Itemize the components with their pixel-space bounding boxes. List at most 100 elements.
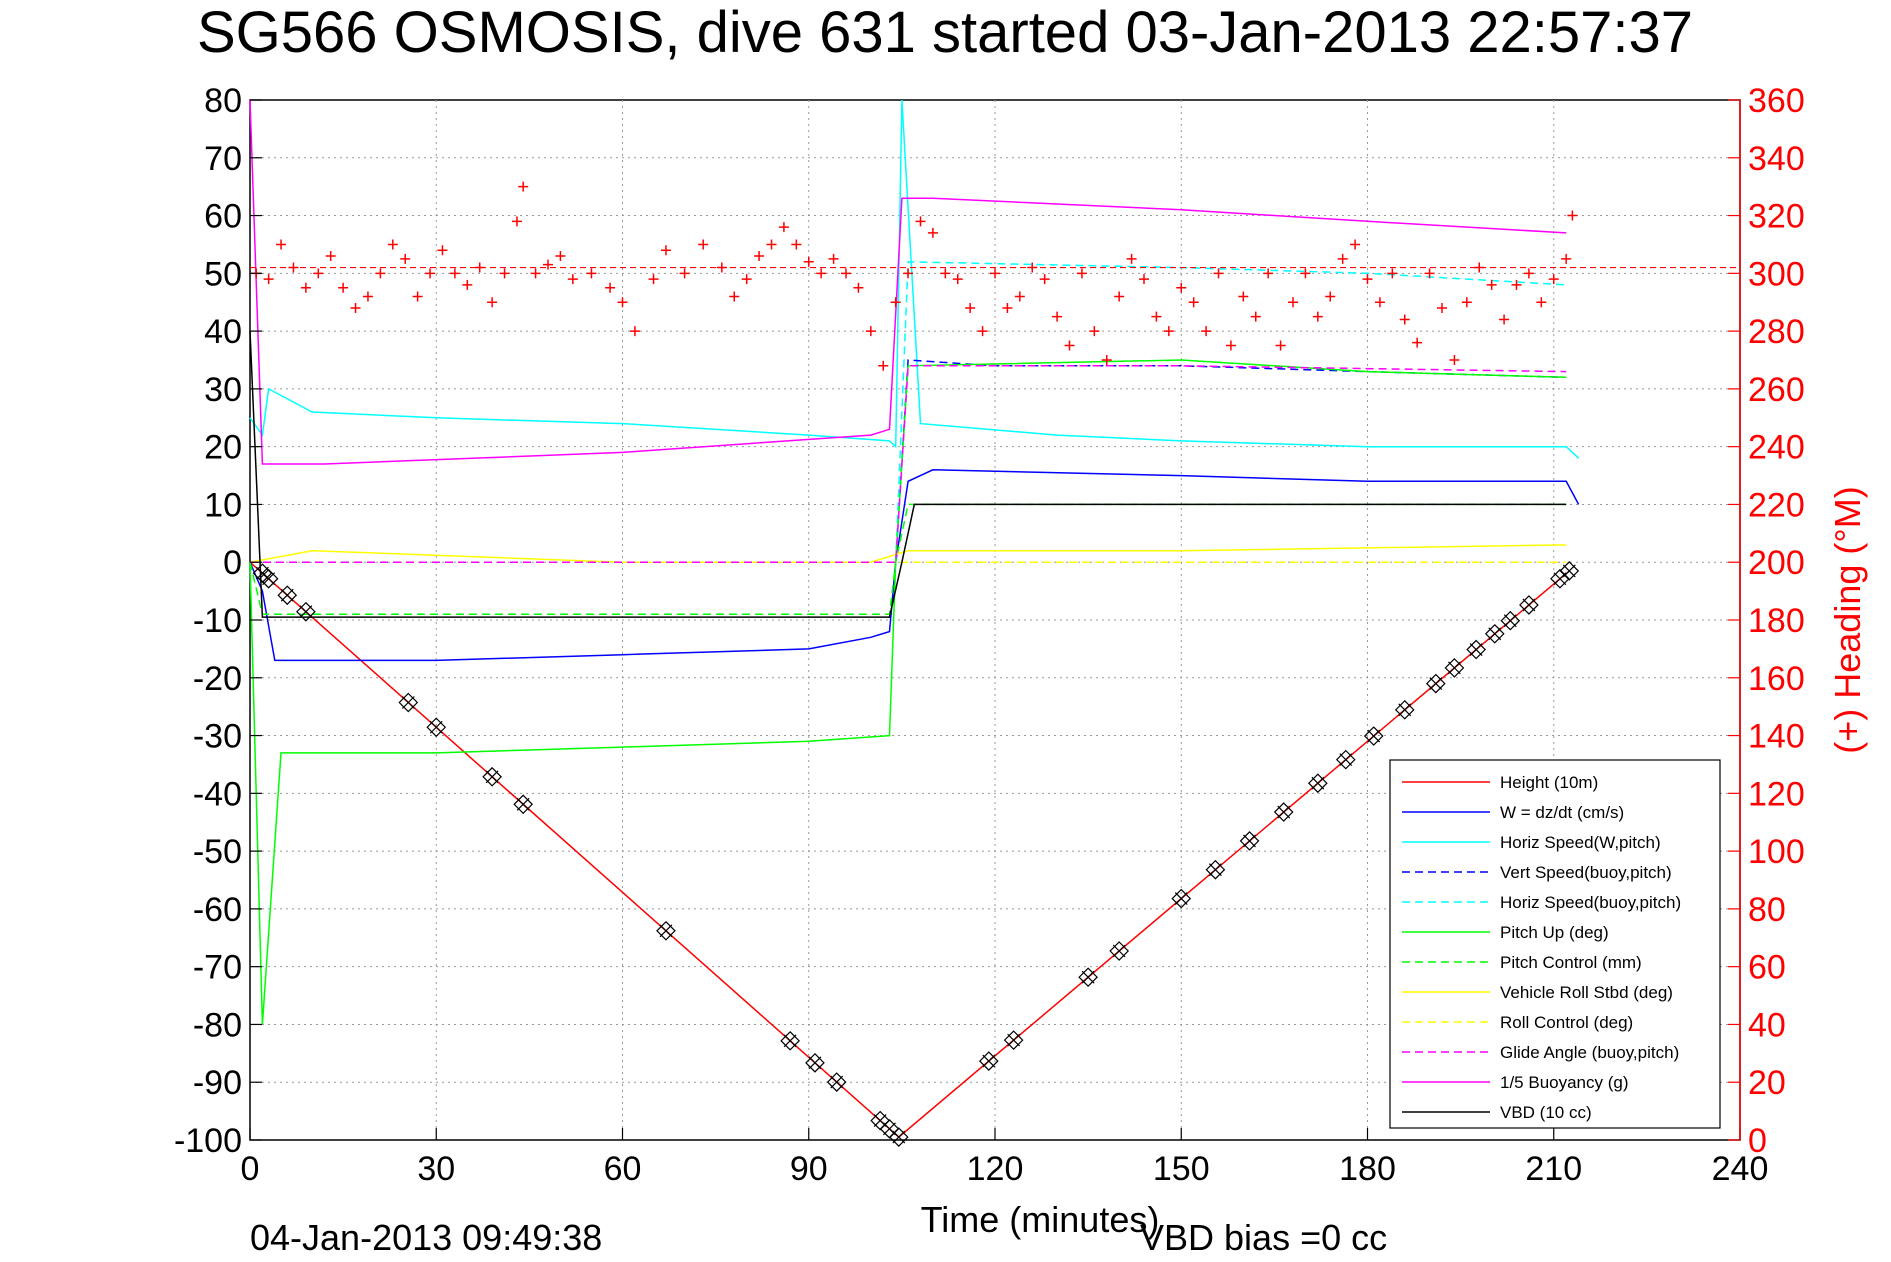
heading-point bbox=[362, 291, 373, 302]
series-line-10 bbox=[249, 99, 1567, 465]
heading-point bbox=[778, 222, 789, 233]
depth-marker bbox=[1307, 773, 1328, 794]
heading-point bbox=[940, 268, 951, 279]
heading-point bbox=[1064, 340, 1075, 351]
depth-marker bbox=[780, 1030, 800, 1051]
depth-marker bbox=[1109, 941, 1130, 961]
heading-point bbox=[1523, 268, 1534, 279]
depth-marker bbox=[1484, 623, 1505, 644]
heading-point bbox=[1250, 311, 1261, 322]
left-tick-label: -30 bbox=[193, 718, 242, 756]
heading-point bbox=[1511, 279, 1522, 290]
heading-point bbox=[1461, 297, 1472, 308]
heading-point bbox=[555, 251, 566, 261]
heading-point bbox=[1039, 274, 1050, 285]
left-tick-label: 40 bbox=[204, 313, 242, 351]
heading-point bbox=[437, 245, 448, 256]
right-tick-label: 280 bbox=[1748, 313, 1805, 351]
left-tick-label: -80 bbox=[193, 1006, 242, 1044]
right-tick-label: 140 bbox=[1748, 718, 1805, 756]
heading-point bbox=[1412, 337, 1423, 348]
x-tick-label: 210 bbox=[1525, 1150, 1582, 1188]
heading-point bbox=[1213, 268, 1224, 279]
x-tick-label: 120 bbox=[967, 1150, 1024, 1188]
heading-markers bbox=[250, 181, 1740, 371]
heading-point bbox=[530, 268, 541, 279]
right-tick-label: 220 bbox=[1748, 486, 1805, 524]
right-tick-label: 80 bbox=[1748, 891, 1786, 929]
left-tick-label: 50 bbox=[204, 255, 242, 293]
depth-marker bbox=[1519, 595, 1539, 615]
heading-point bbox=[853, 282, 864, 293]
depth-marker bbox=[1205, 859, 1226, 880]
right-tick-label: 180 bbox=[1748, 602, 1805, 640]
heading-point bbox=[828, 253, 839, 264]
footer-vbd-bias: VBD bias =0 cc bbox=[1140, 1217, 1387, 1258]
heading-point bbox=[1275, 340, 1286, 351]
depth-marker bbox=[1466, 639, 1486, 660]
series-line-5 bbox=[249, 359, 1567, 1025]
depth-marker bbox=[1003, 1030, 1024, 1050]
right-tick-label: 320 bbox=[1748, 198, 1805, 236]
heading-point bbox=[754, 251, 765, 261]
heading-point bbox=[1374, 297, 1385, 308]
depth-marker bbox=[258, 568, 279, 589]
heading-point bbox=[1225, 340, 1236, 351]
heading-point bbox=[1499, 314, 1510, 325]
heading-point bbox=[412, 291, 423, 302]
right-tick-label: 240 bbox=[1748, 429, 1805, 467]
heading-point bbox=[890, 297, 901, 308]
right-tick-label: 200 bbox=[1748, 544, 1805, 582]
right-tick-label: 0 bbox=[1748, 1122, 1767, 1160]
heading-point bbox=[1337, 253, 1348, 264]
legend-label: Pitch Control (mm) bbox=[1500, 953, 1642, 972]
series-line-2 bbox=[249, 99, 1580, 459]
depth-marker bbox=[656, 920, 676, 941]
heading-point bbox=[716, 262, 727, 273]
heading-point bbox=[567, 274, 578, 285]
right-tick-label: 360 bbox=[1748, 82, 1805, 120]
heading-point bbox=[803, 256, 814, 267]
heading-point bbox=[1362, 274, 1373, 285]
series-line-11 bbox=[249, 331, 1567, 618]
heading-point bbox=[605, 282, 616, 293]
x-axis-label: Time (minutes) bbox=[921, 1199, 1160, 1240]
heading-point bbox=[449, 268, 460, 279]
series-layer bbox=[249, 99, 1580, 1139]
heading-point bbox=[1325, 291, 1336, 302]
heading-point bbox=[1139, 274, 1149, 285]
legend-label: Horiz Speed(buoy,pitch) bbox=[1500, 893, 1681, 912]
right-tick-label: 40 bbox=[1748, 1006, 1786, 1044]
depth-marker bbox=[482, 766, 502, 787]
left-tick-label: -70 bbox=[193, 949, 242, 987]
left-tick-label: -60 bbox=[193, 891, 242, 929]
depth-marker bbox=[1239, 831, 1260, 851]
heading-point bbox=[915, 216, 926, 227]
x-tick-label: 240 bbox=[1712, 1150, 1769, 1188]
heading-point bbox=[1201, 326, 1212, 337]
left-axis-ticks: 80 70 60 50 40 30 20 10 0 -10 -20 -30 -40 -50 -60 -70 -8… bbox=[174, 82, 262, 1160]
heading-point bbox=[617, 297, 628, 308]
heading-point bbox=[462, 279, 473, 290]
depth-marker bbox=[1500, 610, 1521, 631]
depth-marker bbox=[296, 601, 316, 622]
heading-point bbox=[300, 282, 311, 293]
depth-marker bbox=[1444, 658, 1465, 678]
right-axis-label: (+) Heading (°M) bbox=[1827, 486, 1868, 753]
right-axis-ticks: 3603403203002802602402202001801601401201… bbox=[1728, 82, 1805, 1160]
heading-point bbox=[729, 291, 740, 302]
legend-label: Glide Angle (buoy,pitch) bbox=[1500, 1043, 1679, 1062]
chart-title: SG566 OSMOSIS, dive 631 started 03-Jan-2… bbox=[197, 0, 1693, 65]
heading-point bbox=[791, 239, 802, 250]
x-tick-label: 0 bbox=[241, 1150, 260, 1188]
heading-point bbox=[1288, 297, 1298, 308]
left-tick-label: -10 bbox=[193, 602, 242, 640]
heading-point bbox=[1101, 355, 1112, 365]
heading-point bbox=[375, 268, 386, 279]
series-line-1 bbox=[249, 469, 1580, 662]
heading-point bbox=[1424, 268, 1435, 279]
depth-marker bbox=[805, 1052, 825, 1073]
right-tick-label: 160 bbox=[1748, 660, 1805, 698]
legend-label: Horiz Speed(W,pitch) bbox=[1500, 833, 1661, 852]
